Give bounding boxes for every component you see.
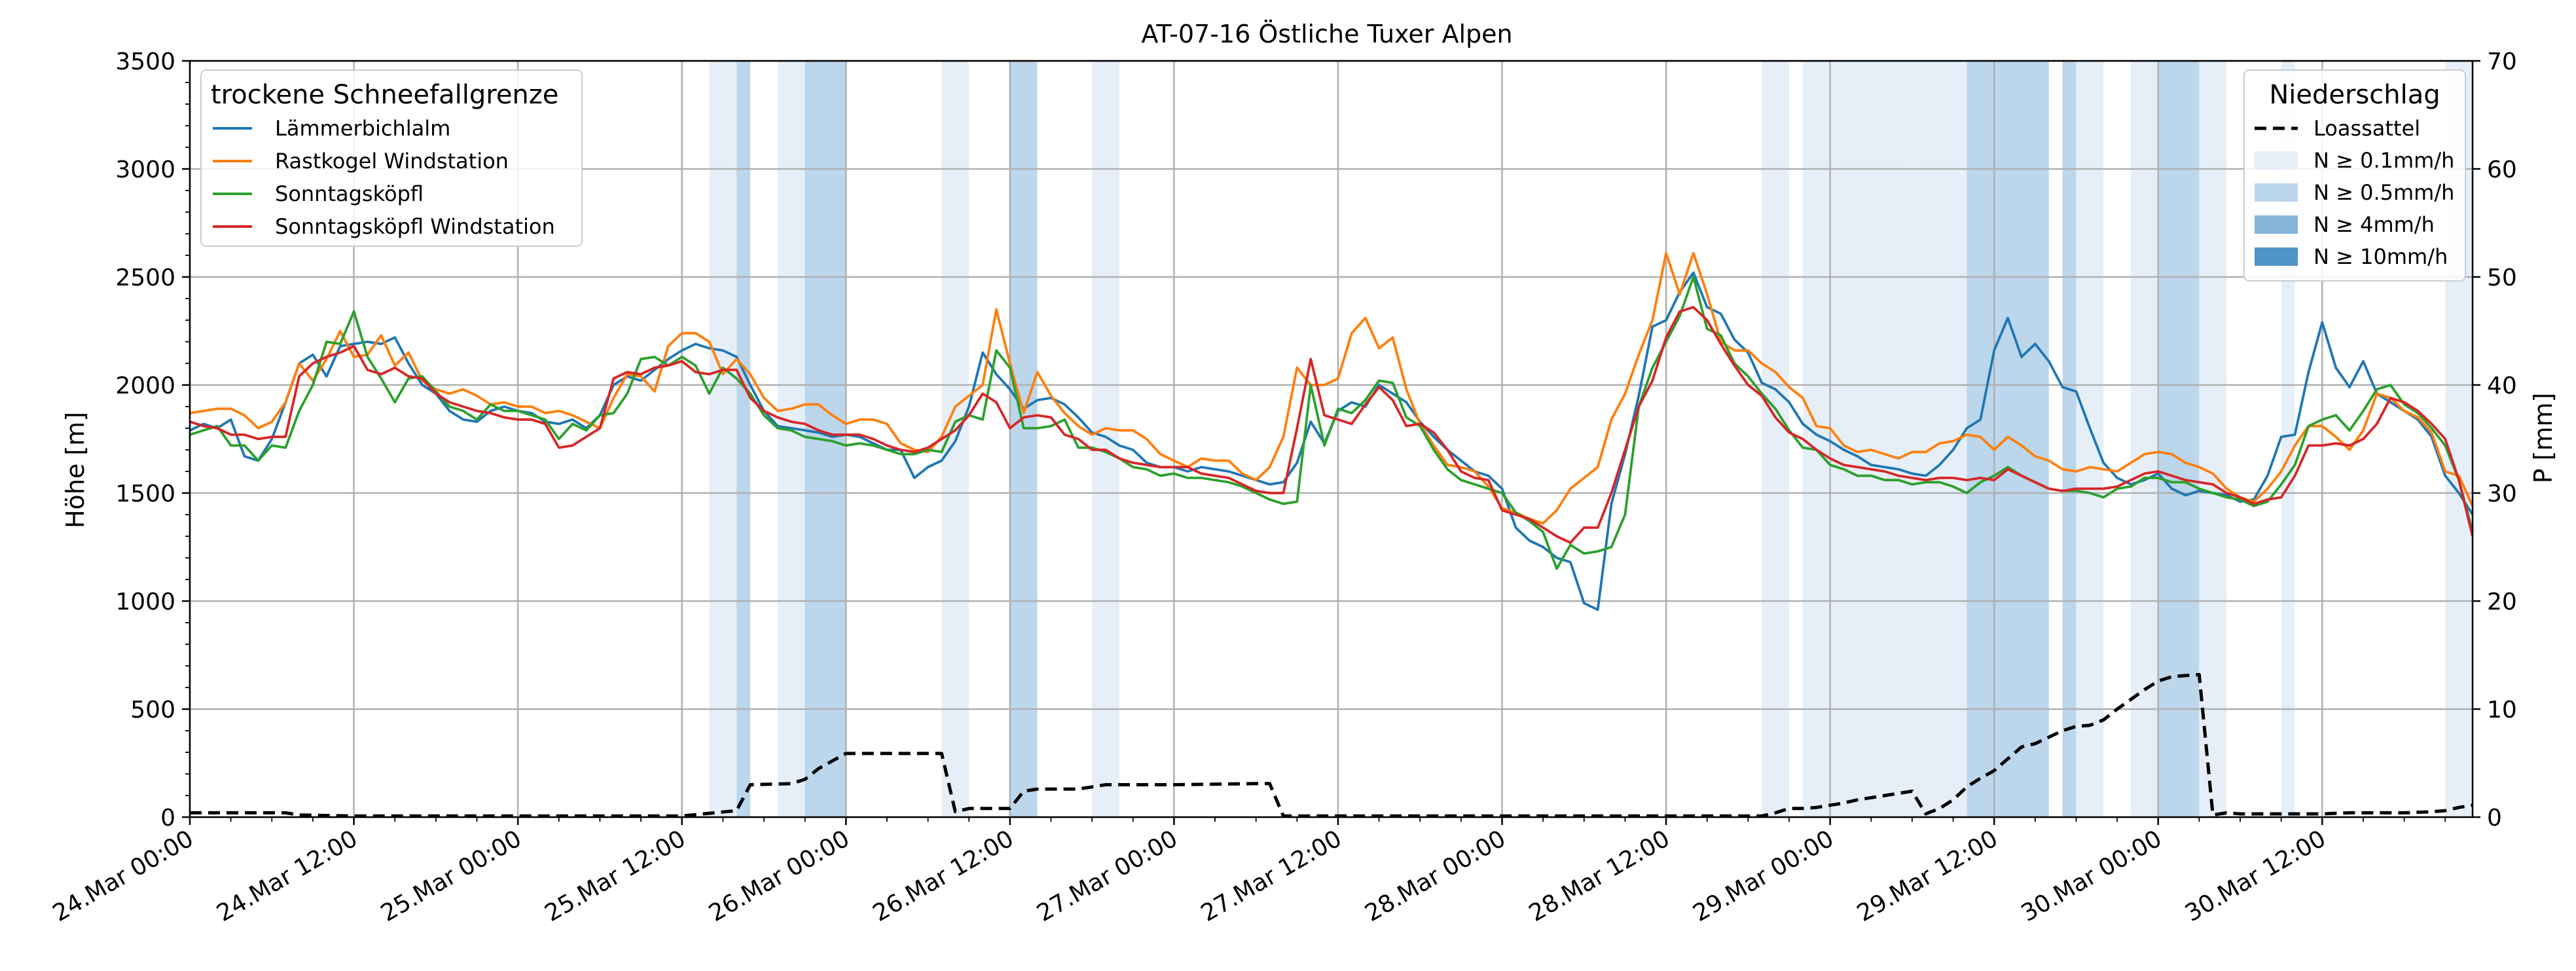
- y-tick-label-left-4: 2000: [115, 373, 175, 399]
- series-line-4: [190, 672, 2473, 818]
- legend-left-title: trockene Schneefallgrenze: [211, 80, 558, 110]
- precip-band-7: [1762, 61, 1789, 817]
- y-tick-label-right-4: 40: [2487, 373, 2517, 399]
- y-axis-right: 0 10 20 30 40 50 60 70: [2473, 48, 2517, 832]
- legend-left-label-0: Lämmerbichlalm: [275, 116, 450, 141]
- legend-left-label-2: Sonntagsköpfl: [275, 181, 424, 206]
- precip-band-9: [1830, 61, 1912, 817]
- series-lines: [189, 251, 2474, 818]
- y-tick-label-right-7: 70: [2487, 48, 2517, 75]
- y-axis-left: 0 500 1000 1500 2000 2500 3000 3500: [115, 48, 190, 832]
- y-tick-label-left-7: 3500: [115, 48, 175, 75]
- legend-left-label-1: Rastkogel Windstation: [275, 149, 509, 174]
- series-line-1: [189, 251, 2474, 525]
- precip-band-6: [1092, 61, 1119, 817]
- precip-band-5: [1009, 61, 1038, 817]
- precip-band-13: [2076, 61, 2104, 817]
- y-tick-label-left-0: 0: [160, 805, 175, 832]
- plot-frame: [189, 60, 2474, 818]
- y-tick-label-right-6: 60: [2487, 156, 2517, 183]
- legend-right-label-2: N ≥ 0.5mm/h: [2313, 180, 2454, 205]
- legend-right-label-3: N ≥ 4mm/h: [2313, 212, 2435, 237]
- precip-band-11: [1967, 61, 2049, 817]
- y-tick-label-right-1: 10: [2487, 697, 2517, 724]
- legend-left: trockene Schneefallgrenze Lämmerbichlalm…: [200, 69, 583, 247]
- series-line-3: [189, 306, 2474, 544]
- legend-right-swatch-3: [2255, 215, 2298, 234]
- legend-right-title: Niederschlag: [2269, 80, 2440, 110]
- y-tick-label-left-5: 2500: [115, 265, 175, 291]
- y-tick-label-right-2: 20: [2487, 589, 2517, 615]
- precip-band-14: [2130, 61, 2158, 817]
- precip-band-12: [2062, 61, 2077, 817]
- legend-right-swatch-2: [2255, 183, 2298, 202]
- precip-band-1: [736, 61, 751, 817]
- precip-band-2: [777, 61, 805, 817]
- legend-right-swatch-1: [2255, 151, 2298, 170]
- y-tick-label-right-3: 30: [2487, 481, 2517, 507]
- y-tick-label-left-2: 1000: [115, 589, 175, 615]
- y-tick-label-right-0: 0: [2487, 805, 2502, 832]
- legend-right-label-4: N ≥ 10mm/h: [2313, 244, 2448, 269]
- y-axis-label-left: Höhe [m]: [61, 412, 90, 528]
- legend-right-swatch-4: [2255, 247, 2298, 266]
- precip-band-0: [709, 61, 737, 817]
- y-tick-label-right-5: 50: [2487, 265, 2517, 291]
- chart-title: AT-07-16 Östliche Tuxer Alpen: [1141, 20, 1512, 48]
- legend-right-label-1: N ≥ 0.1mm/h: [2313, 148, 2454, 173]
- legend-right-label-0: Loassattel: [2313, 116, 2420, 141]
- y-tick-label-left-1: 500: [130, 697, 175, 724]
- series-line-2: [189, 276, 2474, 570]
- legend-right: Niederschlag Loassattel N ≥ 0.1mm/h N ≥ 0.…: [2243, 69, 2466, 282]
- y-tick-label-left-6: 3000: [115, 156, 175, 183]
- y-tick-label-left-3: 1500: [115, 481, 175, 507]
- precip-band-16: [2199, 61, 2227, 817]
- precip-band-15: [2158, 61, 2200, 817]
- y-axis-label-right: P [mm]: [2529, 393, 2558, 484]
- legend-left-label-3: Sonntagsköpfl Windstation: [275, 214, 555, 239]
